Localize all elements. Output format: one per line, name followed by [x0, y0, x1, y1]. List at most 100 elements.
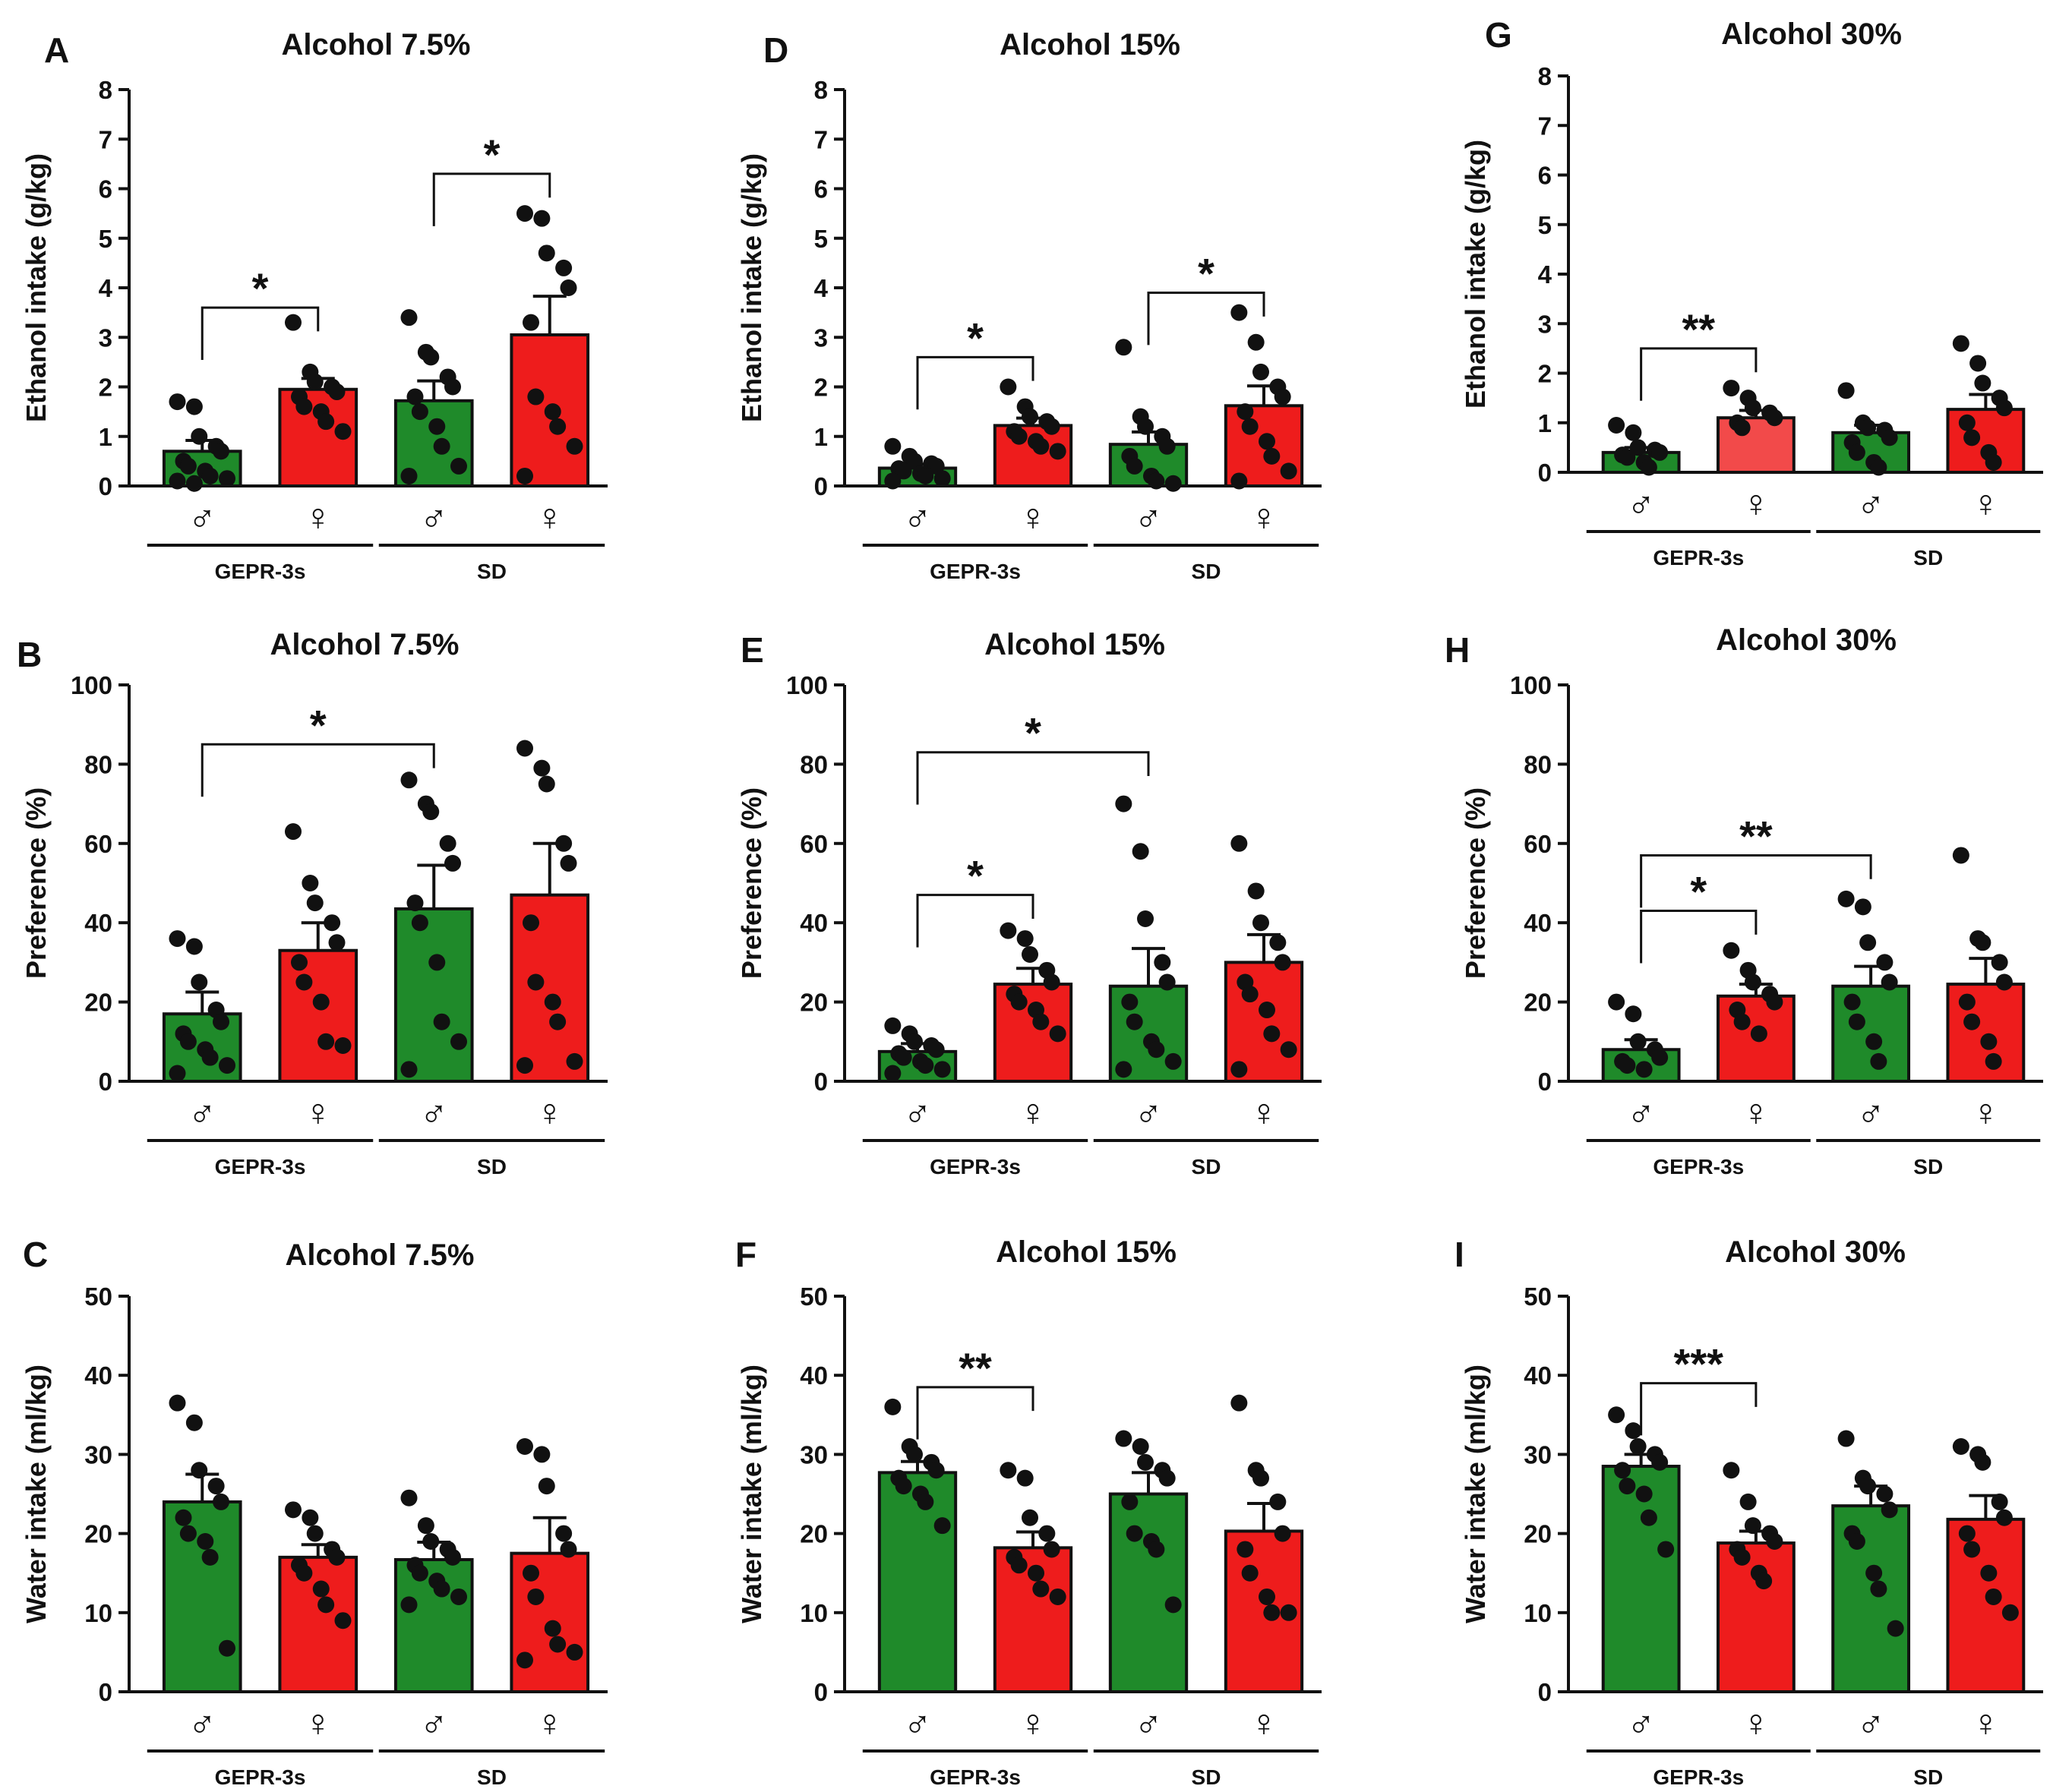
data-point: [1049, 443, 1066, 460]
bar: [1716, 416, 1796, 474]
data-point: [884, 472, 902, 490]
data-point: [284, 823, 302, 841]
data-point: [533, 759, 551, 777]
data-point: [1280, 1041, 1297, 1058]
data-point: [201, 1049, 219, 1066]
panel-title: Alcohol 15%: [1000, 28, 1180, 62]
data-point: [219, 1057, 236, 1074]
data-point: [302, 1509, 319, 1526]
data-point: [1985, 453, 2002, 471]
x-tick-label: ♀: [304, 1702, 333, 1744]
panel-a: A Alcohol 7.5% Ethanol intake (g/kg) 0 1 2 3 4 5…: [21, 28, 608, 583]
data-point: [290, 954, 308, 971]
y-tick-label: 100: [786, 671, 828, 699]
x-tick-label: ♀: [1249, 496, 1278, 538]
data-point: [927, 1041, 945, 1058]
data-point: [927, 1462, 945, 1479]
data-point: [1230, 304, 1248, 321]
data-point: [328, 1548, 346, 1566]
data-point: [1629, 1437, 1647, 1455]
data-point: [1164, 1596, 1182, 1614]
data-point: [400, 1596, 418, 1614]
data-point: [334, 1612, 352, 1630]
data-point: [450, 457, 468, 475]
data-point: [1859, 1478, 1877, 1495]
data-point: [169, 1065, 186, 1082]
data-point: [295, 1564, 313, 1582]
y-tick-label: 40: [84, 909, 112, 937]
x-tick-label: ♂: [1627, 482, 1656, 525]
data-point: [1148, 472, 1165, 490]
significance-bracket: [432, 172, 551, 226]
y-axis-label: Ethanol intake (g/kg): [21, 153, 52, 422]
data-point: [1625, 1422, 1642, 1440]
data-point: [555, 834, 573, 852]
data-point: [219, 470, 236, 487]
x-tick-label: ♀: [535, 1091, 564, 1134]
data-point: [179, 1525, 197, 1542]
y-tick-label: 10: [800, 1599, 828, 1627]
x-tick-label: ♂: [1134, 496, 1163, 538]
y-tick-label: 3: [99, 323, 112, 352]
data-point: [1230, 1061, 1248, 1078]
data-point: [884, 437, 902, 455]
x-tick-label: ♀: [535, 1702, 564, 1744]
y-tick-label: 2: [814, 374, 828, 402]
y-tick-label: 80: [1524, 750, 1552, 778]
y-tick-label: 3: [1538, 310, 1552, 338]
y-tick-label: 50: [800, 1282, 828, 1311]
significance-label: *: [1690, 868, 1707, 916]
data-point: [549, 1013, 567, 1030]
data-point: [324, 914, 341, 932]
data-point: [527, 1588, 545, 1605]
y-tick-label: 100: [1510, 671, 1552, 699]
data-point: [566, 1643, 583, 1661]
data-point: [917, 1493, 934, 1510]
x-tick-label: ♀: [304, 496, 333, 538]
data-point: [433, 1013, 450, 1030]
data-point: [1974, 374, 1991, 392]
y-tick-label: 4: [1538, 260, 1552, 289]
y-tick-label: 0: [814, 1678, 828, 1706]
data-point: [560, 279, 577, 296]
bar: [278, 948, 358, 1083]
panel-title: Alcohol 7.5%: [282, 28, 471, 62]
y-tick-label: 0: [99, 472, 112, 500]
data-point: [560, 854, 577, 872]
data-point: [444, 854, 462, 872]
data-point: [1022, 1509, 1038, 1526]
data-point: [1887, 1620, 1904, 1637]
y-tick-label: 0: [99, 1678, 112, 1706]
data-point: [1010, 993, 1028, 1011]
y-tick-label: 20: [800, 1520, 828, 1548]
y-tick-label: 6: [99, 175, 112, 203]
panel-letter: E: [741, 630, 764, 670]
y-tick-label: 0: [1538, 1678, 1552, 1706]
data-point: [328, 934, 346, 951]
y-tick-label: 40: [800, 909, 828, 937]
group-label: SD: [1192, 560, 1221, 583]
data-point: [306, 1525, 324, 1542]
significance-label: ***: [1674, 1340, 1724, 1388]
y-tick-label: 20: [800, 989, 828, 1017]
data-point: [400, 309, 418, 327]
significance-bracket: [916, 1386, 1034, 1440]
data-point: [1049, 1588, 1066, 1605]
y-tick-label: 40: [1524, 1361, 1552, 1390]
y-tick-label: 8: [1538, 62, 1552, 90]
data-point: [306, 894, 324, 912]
data-point: [179, 1033, 197, 1050]
significance-bracket: [916, 751, 1150, 805]
data-point: [527, 388, 545, 405]
data-point: [906, 1033, 923, 1050]
data-point: [933, 470, 951, 487]
data-point: [1132, 843, 1149, 860]
data-point: [1237, 1541, 1254, 1558]
significance-label: *: [310, 701, 327, 749]
data-point: [1625, 1005, 1642, 1023]
group-label: SD: [477, 1155, 507, 1178]
y-axis-label: Water intake (ml/kg): [736, 1365, 767, 1623]
x-tick-label: ♂: [1134, 1702, 1163, 1744]
data-point: [1049, 1025, 1066, 1043]
